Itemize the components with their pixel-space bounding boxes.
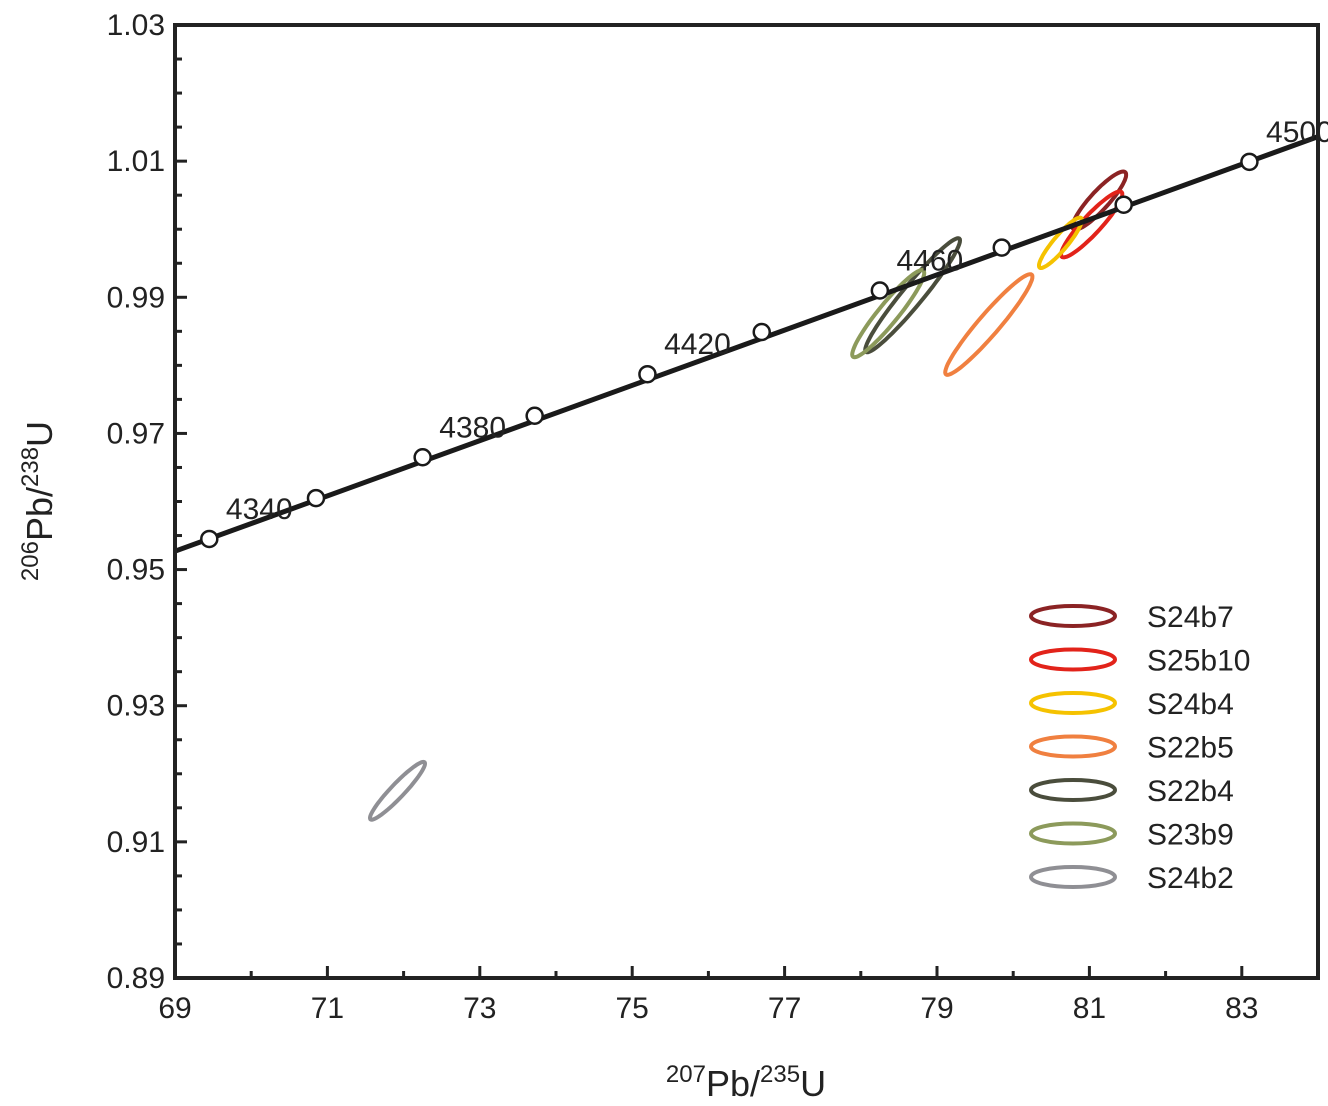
x-tick-label: 71	[311, 992, 344, 1025]
legend-swatch	[1029, 865, 1117, 889]
age-marker	[1240, 152, 1259, 172]
y-axis-label-end: U	[19, 421, 60, 447]
legend-label: S22b4	[1147, 775, 1234, 808]
error-ellipse-s25b10	[1059, 189, 1125, 260]
x-axis-label-end: U	[800, 1063, 826, 1104]
x-tick-label: 83	[1225, 992, 1258, 1025]
y-tick-label: 0.93	[107, 690, 165, 723]
x-axis-label-main: Pb/	[706, 1063, 760, 1104]
error-ellipse-s22b5	[943, 272, 1035, 377]
age-marker	[752, 322, 771, 342]
y-tick-label: 0.95	[107, 554, 165, 587]
x-tick-label: 75	[616, 992, 649, 1025]
legend-label: S23b9	[1147, 819, 1234, 852]
x-axis-label: 207Pb/235U	[666, 1061, 826, 1104]
y-tick-label: 0.91	[107, 826, 165, 859]
y-axis-label-sup-2: 238	[17, 447, 44, 487]
x-axis-label-sup-2: 235	[760, 1061, 800, 1088]
age-marker	[306, 488, 326, 508]
age-marker	[200, 529, 219, 549]
x-axis-label-sup-1: 207	[666, 1061, 706, 1088]
y-axis-label-main: Pb/	[19, 487, 60, 541]
y-tick-label: 0.89	[107, 962, 165, 995]
error-ellipse-s24b2	[367, 759, 428, 822]
y-axis-label: 206Pb/238U	[17, 421, 60, 581]
concordia-curve	[174, 134, 1319, 554]
legend-swatch	[1029, 778, 1117, 802]
legend: S24b7 S25b10 S24b4 S22b5 S22b4 S23b9 S24b2	[1029, 601, 1250, 895]
x-tick-label: 79	[920, 992, 953, 1025]
x-tick-label: 77	[768, 992, 801, 1025]
y-tick-label: 0.97	[107, 417, 165, 450]
age-label: 4380	[439, 411, 506, 444]
legend-swatch	[1029, 647, 1117, 672]
y-axis-label-sup-1: 206	[17, 541, 44, 581]
age-label: 4420	[664, 328, 731, 361]
legend-label: S24b4	[1147, 688, 1234, 721]
legend-label: S25b10	[1147, 645, 1250, 678]
legend-swatch	[1029, 604, 1117, 628]
x-tick-label: 73	[463, 992, 496, 1025]
y-tick-label: 1.03	[107, 9, 165, 42]
axis-ticks: 69 71 73 75 77 79 81 83 0.89 0.91 0.93 0.95 0.97 0.99…	[107, 9, 1320, 1025]
legend-swatch	[1029, 734, 1117, 759]
x-tick-label: 69	[158, 992, 191, 1025]
y-tick-label: 1.01	[107, 145, 165, 178]
error-ellipse-s23b9	[850, 267, 927, 360]
legend-swatch	[1029, 821, 1117, 846]
age-marker	[870, 281, 890, 300]
age-marker	[638, 364, 657, 384]
x-tick-label: 81	[1073, 992, 1106, 1025]
legend-swatch	[1029, 691, 1117, 715]
legend-label: S22b5	[1147, 732, 1234, 765]
error-ellipse-s24b4	[1037, 215, 1084, 270]
legend-label: S24b2	[1147, 862, 1234, 895]
age-marker	[1114, 195, 1133, 214]
y-tick-label: 0.99	[107, 281, 165, 314]
age-marker	[413, 448, 432, 467]
age-marker	[525, 406, 544, 425]
age-label: 4340	[226, 493, 293, 526]
age-marker	[992, 238, 1012, 257]
legend-label: S24b7	[1147, 601, 1234, 634]
age-label: 4460	[896, 244, 963, 277]
